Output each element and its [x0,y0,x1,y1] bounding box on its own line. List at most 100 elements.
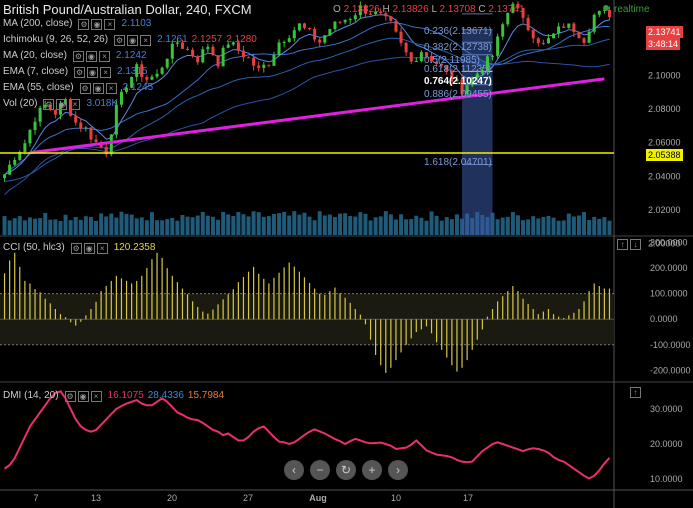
indicator-ichimoku[interactable]: Ichimoku (9, 26, 52, 26) ⚙ ◉ × 2.1261 2.1257 2… [3,34,257,46]
volume-bar [48,219,53,235]
candle-body [165,58,169,68]
eye-icon[interactable]: ◉ [83,243,95,254]
candle-body [38,107,42,122]
candle-body [389,16,393,21]
settings-icon[interactable]: ⚙ [70,243,82,254]
cci-tick-label: 200.0000 [650,263,688,273]
settings-icon[interactable]: ⚙ [78,19,90,30]
candle-body [257,65,261,68]
close-icon[interactable]: × [105,83,117,94]
cci-legend[interactable]: CCI (50, hlc3) ⚙ ◉ × 120.2358 [3,242,156,254]
volume-bar [434,215,439,235]
eye-icon[interactable]: ◉ [56,99,68,110]
settings-icon[interactable]: ⚙ [114,35,126,46]
volume-bar [155,220,160,235]
volume-bar [526,219,531,235]
time-tick-label: 20 [167,493,177,503]
price-tick-label: 2.00000 [648,238,681,248]
candle-body [353,15,357,20]
volume-bar [439,220,444,235]
indicator-ema-7[interactable]: EMA (7, close) ⚙ ◉ × 2.1315 [3,66,148,78]
indicator-ema-55[interactable]: EMA (55, close) ⚙ ◉ × 2.1245 [3,82,154,94]
close-icon[interactable]: × [90,391,102,402]
settings-icon[interactable]: ⚙ [72,51,84,62]
candle-body [409,52,413,62]
indicator-ma-20[interactable]: MA (20, close) ⚙ ◉ × 2.1242 [3,50,147,62]
settings-icon[interactable]: ⚙ [74,67,86,78]
volume-bar [414,215,419,235]
volume-bar [383,211,388,235]
volume-bar [363,213,368,235]
candle-body [13,159,17,165]
candle-body [516,3,520,8]
volume-bar [592,216,597,235]
volume-bar [261,216,266,235]
eye-icon[interactable]: ◉ [85,51,97,62]
volume-bar [129,214,134,235]
candle-body [79,122,83,129]
volume-bar [205,215,210,235]
close-icon[interactable]: × [69,99,81,110]
volume-bar [327,214,332,235]
close-icon[interactable]: × [140,35,152,46]
candle-body [125,87,129,92]
volume-bar [216,219,221,235]
eye-icon[interactable]: ◉ [91,19,103,30]
close-icon[interactable]: × [96,243,108,254]
time-tick-label: 13 [91,493,101,503]
scroll-left-icon[interactable]: ‹ [284,460,304,480]
pane-down-icon[interactable]: ↓ [630,239,641,250]
close-icon[interactable]: × [104,19,116,30]
time-tick-label: 17 [463,493,473,503]
volume-bar [510,212,515,235]
price-tick-label: 2.10000 [648,71,681,81]
candle-body [485,56,489,72]
reset-icon[interactable]: ↻ [336,460,356,480]
eye-icon[interactable]: ◉ [127,35,139,46]
volume-bar [449,219,454,235]
candle-body [48,104,52,111]
close-icon[interactable]: × [98,51,110,62]
scroll-right-icon[interactable]: › [388,460,408,480]
indicator-volume[interactable]: Vol (20) ⚙ ◉ × 3.018K [3,98,119,110]
pane-up-icon[interactable]: ↑ [617,239,628,250]
eye-icon[interactable]: ◉ [87,67,99,78]
pane-up-icon[interactable]: ↑ [630,387,641,398]
settings-icon[interactable]: ⚙ [79,83,91,94]
candle-body [28,130,32,144]
volume-bar [602,217,607,235]
zoom-in-icon[interactable]: + [362,460,382,480]
volume-bar [195,215,200,235]
candle-body [399,31,403,43]
candle-body [231,42,235,45]
candle-body [287,38,291,42]
candle-body [475,73,479,79]
indicator-ma-200[interactable]: MA (200, close) ⚙ ◉ × 2.1103 [3,18,152,30]
eye-icon[interactable]: ◉ [77,391,89,402]
candle-body [318,39,322,43]
candle-body [247,57,251,59]
settings-icon[interactable]: ⚙ [64,391,76,402]
candle-body [506,12,510,25]
volume-bar [144,220,149,235]
volume-bar [292,211,297,235]
close-icon[interactable]: × [100,67,112,78]
candle-body [53,110,57,115]
candle-body [206,46,210,50]
volume-bar [58,220,63,235]
candle-body [562,26,566,28]
candle-body [241,50,245,58]
candle-body [308,27,312,29]
volume-bar [68,220,73,235]
zoom-out-icon[interactable]: − [310,460,330,480]
eye-icon[interactable]: ◉ [92,83,104,94]
volume-bar [393,219,398,235]
volume-bar [424,220,429,235]
settings-icon[interactable]: ⚙ [43,99,55,110]
dmi-legend[interactable]: DMI (14, 20) ⚙ ◉ × 16.1075 28.4336 15.7984 [3,390,225,402]
volume-bar [180,214,185,235]
volume-bar [246,216,251,235]
volume-bar [312,220,317,235]
fib-label-1618: 1.618(2.04701) [424,157,492,168]
price-tick-label: 2.08000 [648,104,681,114]
